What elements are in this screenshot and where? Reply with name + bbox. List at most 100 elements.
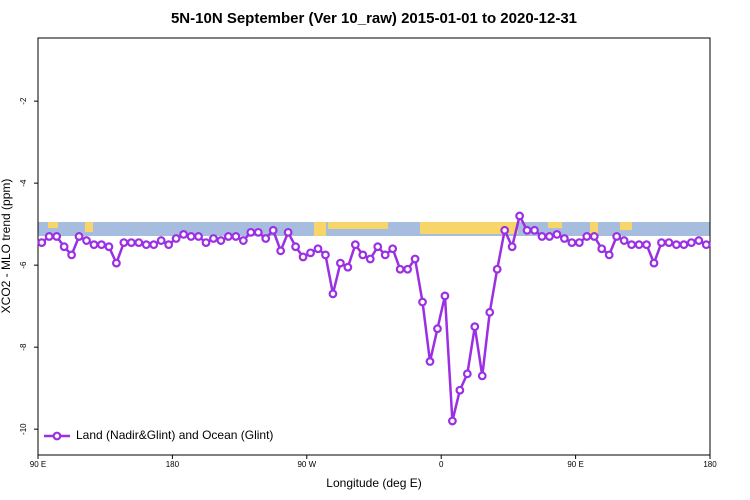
land-patch [314,222,326,236]
data-point [59,242,69,252]
land-patch [48,222,58,228]
data-point [642,240,651,250]
data-point [104,242,114,252]
data-point [223,232,233,241]
data-point [365,254,375,264]
x-tick-label: 90 E [567,460,583,469]
data-point [306,248,315,258]
data-point [537,232,547,241]
data-point [403,264,413,274]
data-point [560,234,569,243]
data-point [52,232,62,241]
data-point [694,236,704,245]
data-point [82,236,91,245]
data-point [425,357,435,366]
data-point [500,225,510,235]
data-point [619,236,629,245]
data-point [276,246,286,256]
data-point [515,211,524,221]
data-point [492,264,502,274]
data-point [373,242,383,252]
data-point [201,238,211,248]
data-point [44,232,54,241]
data-point [283,227,293,237]
data-point [440,291,450,301]
data-point [171,234,181,243]
y-axis-label: XCO2 - MLO trend (ppm) [0,179,13,314]
data-point [141,240,151,250]
data-point [291,242,301,252]
data-point [530,225,539,235]
data-point [574,238,584,248]
data-point [67,250,76,260]
data-point [604,250,614,260]
data-point [672,240,681,250]
land-mask [38,222,710,236]
data-point [418,297,427,307]
land-patch [328,222,388,229]
data-point [507,242,517,252]
data-point [343,262,353,272]
land-patch [548,222,562,228]
data-point [380,250,390,260]
data-point [597,244,607,254]
data-point [298,252,308,262]
land-patch [590,222,598,234]
data-point [119,238,129,248]
data-point [268,225,278,235]
data-point [627,240,636,250]
data-point [194,232,203,241]
data-point [612,232,622,241]
x-tick-label: 180 [166,460,180,469]
y-tick-label: -6 [19,261,28,269]
data-point [186,232,196,241]
data-point [238,236,248,245]
data-point [470,322,480,332]
data-point [97,240,106,250]
data-point [634,240,644,250]
data-point [336,258,345,268]
x-tick-label: 90 W [297,460,316,469]
x-tick-label: 180 [703,460,717,469]
data-point [358,250,368,260]
data-point [321,250,330,260]
data-point [134,238,144,248]
legend-marker [52,431,62,441]
y-tick-label: -2 [19,97,28,105]
legend-label: Land (Nadir&Glint) and Ocean (Glint) [76,428,273,442]
data-point [216,236,226,245]
land-patch [620,222,632,230]
data-point [149,240,159,250]
data-point [664,238,674,248]
data-point [552,230,562,239]
data-point [328,289,338,299]
data-point [545,232,554,241]
data-point [209,234,218,243]
data-point [686,238,696,248]
data-point [448,416,457,426]
data-point [313,244,323,254]
data-point [126,238,136,248]
chart-title: 5N-10N September (Ver 10_raw) 2015-01-01… [171,10,577,27]
data-point [179,230,189,239]
data-point [156,236,166,245]
data-point [253,227,263,237]
data-point [111,258,121,268]
data-point [89,240,99,250]
data-point [261,234,271,243]
land-patch [420,222,518,234]
y-tick-label: -4 [19,179,28,187]
data-point [388,244,398,254]
data-point [74,232,84,241]
data-point [410,254,420,264]
x-axis-label: Longitude (deg E) [326,476,421,490]
data-point [462,369,472,379]
data-point [37,238,47,248]
data-point [485,307,495,317]
data-point [455,385,465,395]
y-tick-label: -10 [19,423,28,435]
data-point [649,258,659,268]
data-point [164,240,174,250]
data-point [657,238,666,248]
data-point [395,264,405,274]
